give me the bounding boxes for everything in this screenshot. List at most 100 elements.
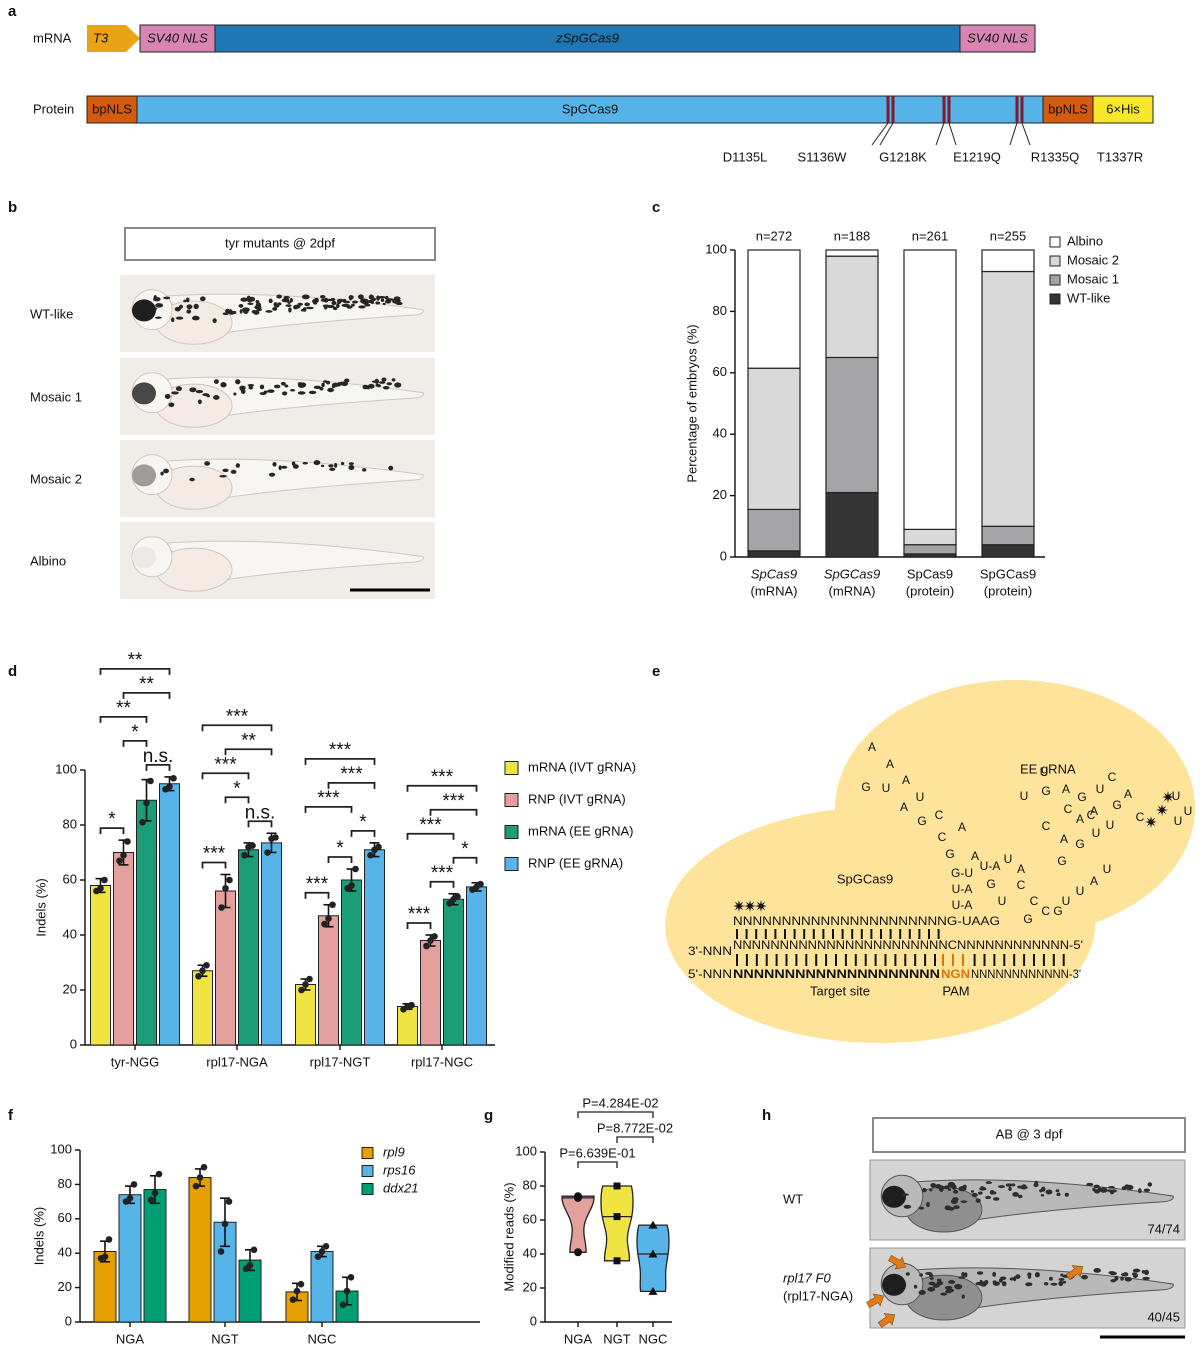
data-point xyxy=(130,1181,138,1188)
pigment xyxy=(362,468,367,472)
pigment xyxy=(386,382,393,386)
significance-bracket xyxy=(122,739,148,747)
pigment xyxy=(1109,1271,1117,1276)
pigment xyxy=(302,461,308,465)
row-label: Mosaic 1 xyxy=(30,389,82,404)
pigment xyxy=(283,295,290,300)
data-point xyxy=(221,1220,229,1228)
significance-label: * xyxy=(359,812,367,833)
count-label: 74/74 xyxy=(1147,1221,1180,1236)
strand: NNNNNNNNNNNNNNNNNNNNNNNCNNNNNNNNNNNN-5' xyxy=(733,938,1083,952)
pigment xyxy=(247,383,255,387)
mutation-mark xyxy=(886,96,890,123)
bar xyxy=(143,1189,167,1323)
promoter xyxy=(87,25,140,52)
pigment xyxy=(153,296,161,302)
significance-label: ** xyxy=(116,698,131,719)
pigment xyxy=(281,298,290,303)
pigment xyxy=(323,297,329,303)
pigment xyxy=(384,299,392,304)
significance-bracket xyxy=(247,820,273,828)
pigment xyxy=(1081,1274,1088,1280)
legend-label: mRNA (IVT gRNA) xyxy=(528,759,636,774)
bar-segment xyxy=(825,249,879,257)
pigment xyxy=(1018,1194,1023,1199)
nucleotide: A xyxy=(1062,782,1070,796)
pigment xyxy=(175,386,182,392)
pigment xyxy=(155,303,164,308)
data-point xyxy=(199,967,206,975)
nucleotide: A xyxy=(900,800,908,814)
y-tick-label: 80 xyxy=(523,1177,537,1192)
legend-swatch xyxy=(504,825,519,839)
modification-star xyxy=(733,900,745,912)
nucleotide: U-A xyxy=(980,859,1001,873)
x-tick-label: NGT xyxy=(603,1331,631,1345)
x-tick-label: rpl17-NGA xyxy=(206,1054,268,1069)
construct-segment xyxy=(1042,95,1094,124)
y-axis-label: Modified reads (%) xyxy=(501,1182,516,1291)
pigment xyxy=(378,381,386,384)
pigment xyxy=(1093,1268,1101,1273)
data-point xyxy=(217,1248,225,1255)
mutation-label: D1135L xyxy=(723,149,768,164)
y-tick-label: 20 xyxy=(58,1279,72,1294)
significance-label: *** xyxy=(419,815,442,836)
bar-segment xyxy=(747,550,801,558)
pigment xyxy=(183,299,187,303)
pigment xyxy=(254,305,262,310)
pigment xyxy=(1111,1189,1117,1193)
mutation-mark xyxy=(942,96,946,123)
pigment xyxy=(358,305,366,309)
nucleotide: U xyxy=(1004,852,1013,866)
pigment xyxy=(331,384,336,389)
pigment xyxy=(186,309,192,314)
pigment xyxy=(312,299,318,304)
pigment xyxy=(380,298,385,303)
bar xyxy=(443,898,464,1046)
data-point xyxy=(574,1248,582,1257)
pigment xyxy=(918,1206,925,1210)
pigment xyxy=(220,382,227,388)
modification-star xyxy=(1156,804,1168,816)
significance-label: *** xyxy=(340,764,363,785)
data-point xyxy=(195,972,202,980)
data-point xyxy=(648,1286,658,1295)
nucleotide: U xyxy=(882,781,891,795)
pigment xyxy=(280,381,286,386)
pigment xyxy=(232,310,237,315)
pigment xyxy=(268,472,276,477)
data-point xyxy=(226,876,233,884)
p-value: P=8.772E-02 xyxy=(597,1120,673,1135)
data-point xyxy=(101,876,108,884)
pigment xyxy=(1147,1182,1153,1187)
nucleotide: U xyxy=(1174,814,1183,828)
pigment xyxy=(382,302,386,306)
strand: NNNNNNNNNNNNNNNNNNNNNNG-UAAG xyxy=(733,914,1000,928)
legend-swatch xyxy=(504,793,519,807)
data-point xyxy=(147,1196,155,1204)
nucleotide: U xyxy=(998,894,1007,908)
modification-star xyxy=(755,900,767,912)
bar xyxy=(188,1177,212,1323)
pigment xyxy=(936,1280,944,1286)
nucleotide: C xyxy=(935,808,944,822)
pigment xyxy=(953,1189,959,1194)
pigment xyxy=(326,380,331,385)
bar-segment xyxy=(747,508,801,552)
bar-segment xyxy=(747,367,801,511)
segment-label: SpGCas9 xyxy=(562,101,618,116)
embryo-eye xyxy=(882,1273,906,1296)
data-point xyxy=(170,774,177,782)
pigment xyxy=(376,384,381,388)
data-point xyxy=(321,920,328,928)
arrow xyxy=(1065,1265,1084,1280)
pigment xyxy=(1144,1269,1149,1275)
pigment xyxy=(936,1278,942,1282)
bar xyxy=(310,1250,334,1323)
pigment xyxy=(992,1271,997,1277)
significance-bracket xyxy=(327,856,353,863)
pigment xyxy=(926,1201,930,1208)
data-point xyxy=(289,1296,297,1303)
nucleotide: U xyxy=(1103,862,1112,876)
